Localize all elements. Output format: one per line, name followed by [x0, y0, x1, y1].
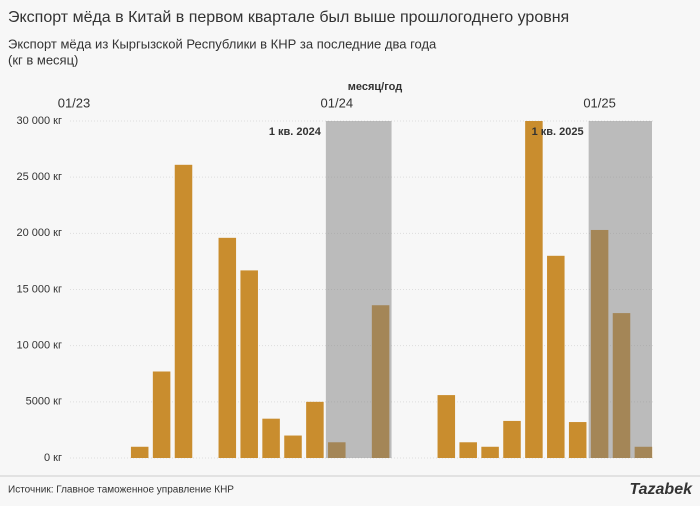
bar: [525, 121, 543, 458]
bar: [568, 422, 587, 458]
logo: Tazabek: [629, 481, 693, 498]
bar: [481, 446, 499, 458]
source: Источник: Главное таможенное управление …: [8, 485, 234, 496]
bar: [437, 395, 456, 458]
bar: [174, 164, 193, 458]
y-tick-label: 25 000 кг: [16, 171, 62, 183]
highlight-label: 1 кв. 2025: [532, 126, 584, 138]
x-tick-label: 01/25: [583, 95, 616, 110]
bar: [262, 418, 280, 458]
y-tick-label: 15 000 кг: [16, 283, 62, 295]
highlight-band: [588, 121, 652, 458]
bar: [284, 435, 302, 458]
highlight-band: [325, 121, 392, 458]
y-tick-label: 0 кг: [44, 452, 62, 464]
bar: [152, 371, 171, 458]
highlight-label: 1 кв. 2024: [269, 126, 322, 138]
bar: [547, 255, 565, 458]
bar: [240, 270, 258, 458]
chart-subtitle: (кг в месяц): [8, 52, 78, 67]
bar: [306, 401, 324, 458]
bar: [130, 446, 149, 458]
x-tick-label: 01/24: [321, 95, 354, 110]
bar: [459, 442, 477, 458]
x-tick-label: 01/23: [58, 95, 91, 110]
y-tick-label: 5000 кг: [26, 396, 62, 408]
chart-subtitle: Экспорт мёда из Кыргызской Республики в …: [8, 36, 437, 51]
x-axis-label: месяц/год: [348, 81, 402, 93]
bar: [218, 237, 237, 458]
y-tick-label: 10 000 кг: [16, 340, 62, 352]
y-tick-label: 20 000 кг: [16, 227, 62, 239]
bar: [503, 420, 521, 458]
y-tick-label: 30 000 кг: [16, 115, 62, 127]
chart-title: Экспорт мёда в Китай в первом квартале б…: [8, 9, 569, 26]
